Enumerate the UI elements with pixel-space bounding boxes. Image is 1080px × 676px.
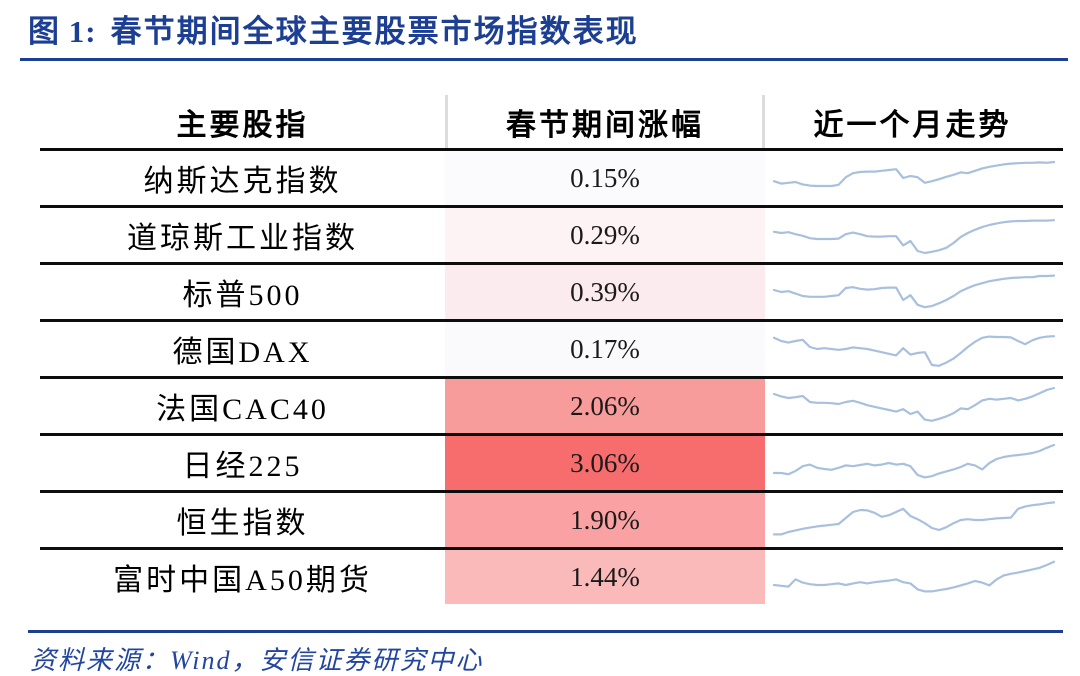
- table-row: 法国CAC40 2.06%: [40, 379, 1063, 436]
- table-row: 日经225 3.06%: [40, 436, 1063, 493]
- sparkline-chart: [772, 160, 1056, 188]
- sparkline-chart: [772, 443, 1056, 479]
- index-name: 日经225: [182, 450, 303, 483]
- festival-change-value: 1.44%: [445, 550, 765, 604]
- festival-change-value: 3.06%: [445, 436, 765, 490]
- index-name: 恒生指数: [176, 507, 309, 540]
- figure-label: 图 1:: [28, 14, 97, 49]
- footer-rule: [28, 630, 1063, 633]
- festival-change-value: 1.90%: [445, 493, 765, 547]
- index-name: 标普500: [182, 279, 303, 312]
- festival-change-value: 0.15%: [445, 151, 765, 205]
- sparkline-path: [772, 501, 1056, 536]
- sparkline-path: [772, 219, 1056, 255]
- index-name: 富时中国A50期货: [113, 564, 372, 597]
- index-name: 法国CAC40: [156, 393, 329, 426]
- sparkline-chart: [772, 335, 1056, 367]
- month-trend-cell: [765, 265, 1063, 319]
- table-body: 纳斯达克指数 0.15% 道琼斯工业指数 0.29% 标普500 0.39% 德国DAX 0.…: [40, 151, 1063, 604]
- figure-title: 图 1: 春节期间全球主要股票市场指数表现: [28, 6, 1058, 51]
- sparkline-chart: [772, 219, 1056, 255]
- month-trend-cell: [765, 550, 1063, 604]
- table-row: 德国DAX 0.17%: [40, 322, 1063, 379]
- sparkline-path: [772, 560, 1056, 593]
- title-underline: [20, 58, 1068, 61]
- table-row: 富时中国A50期货 1.44%: [40, 550, 1063, 604]
- col-header-festival-change: 春节期间涨幅: [445, 95, 765, 148]
- col-header-month-trend: 近一个月走势: [813, 108, 1012, 142]
- festival-change-value: 0.29%: [445, 208, 765, 262]
- sparkline-chart: [772, 386, 1056, 422]
- month-trend-cell: [765, 493, 1063, 547]
- month-trend-cell: [765, 322, 1063, 376]
- festival-change-value: 0.17%: [445, 322, 765, 376]
- sparkline-chart: [772, 274, 1056, 309]
- sparkline-path: [772, 274, 1056, 309]
- index-name: 纳斯达克指数: [143, 165, 342, 198]
- source-note: 资料来源：Wind，安信证券研究中心: [30, 646, 484, 675]
- table-row: 标普500 0.39%: [40, 265, 1063, 322]
- month-trend-cell: [765, 379, 1063, 433]
- table-row: 纳斯达克指数 0.15%: [40, 151, 1063, 208]
- sparkline-path: [772, 335, 1056, 367]
- sparkline-path: [772, 386, 1056, 422]
- col-header-index: 主要股指: [176, 108, 309, 142]
- table-row: 恒生指数 1.90%: [40, 493, 1063, 550]
- festival-change-value: 0.39%: [445, 265, 765, 319]
- sparkline-path: [772, 443, 1056, 479]
- index-name: 德国DAX: [172, 336, 313, 369]
- sparkline-chart: [772, 501, 1056, 536]
- table-row: 道琼斯工业指数 0.29%: [40, 208, 1063, 265]
- sparkline-path: [772, 160, 1056, 188]
- festival-change-value: 2.06%: [445, 379, 765, 433]
- month-trend-cell: [765, 151, 1063, 205]
- sparkline-chart: [772, 560, 1056, 593]
- index-name: 道琼斯工业指数: [127, 222, 358, 255]
- month-trend-cell: [765, 436, 1063, 490]
- table-header-row: 主要股指 春节期间涨幅 近一个月走势: [40, 95, 1063, 151]
- index-table: 主要股指 春节期间涨幅 近一个月走势 纳斯达克指数 0.15% 道琼斯工业指数 0.2…: [40, 95, 1063, 604]
- figure-name: 春节期间全球主要股票市场指数表现: [110, 14, 639, 49]
- month-trend-cell: [765, 208, 1063, 262]
